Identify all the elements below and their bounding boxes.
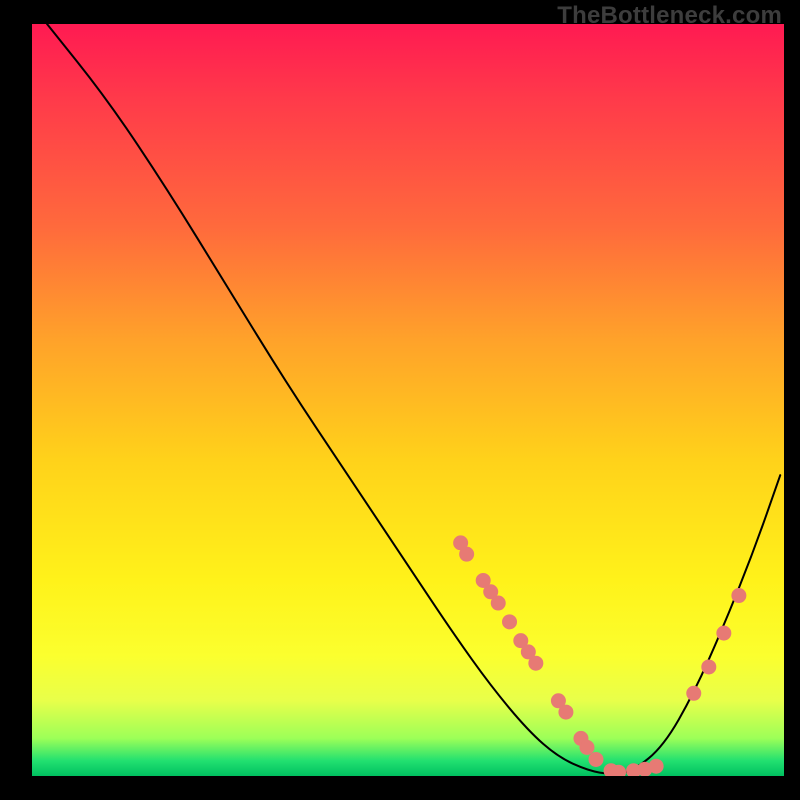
plot-area	[32, 24, 784, 776]
data-marker	[529, 656, 543, 670]
data-marker	[649, 759, 663, 773]
data-markers	[454, 536, 746, 776]
data-marker	[717, 626, 731, 640]
data-marker	[687, 686, 701, 700]
data-marker	[460, 547, 474, 561]
chart-svg	[32, 24, 784, 776]
data-marker	[589, 752, 603, 766]
data-marker	[702, 660, 716, 674]
data-marker	[732, 589, 746, 603]
chart-frame: TheBottleneck.com	[0, 0, 800, 800]
data-marker	[559, 705, 573, 719]
data-marker	[612, 765, 626, 776]
data-marker	[491, 596, 505, 610]
data-marker	[503, 615, 517, 629]
data-marker	[580, 740, 594, 754]
bottleneck-curve	[47, 24, 780, 774]
